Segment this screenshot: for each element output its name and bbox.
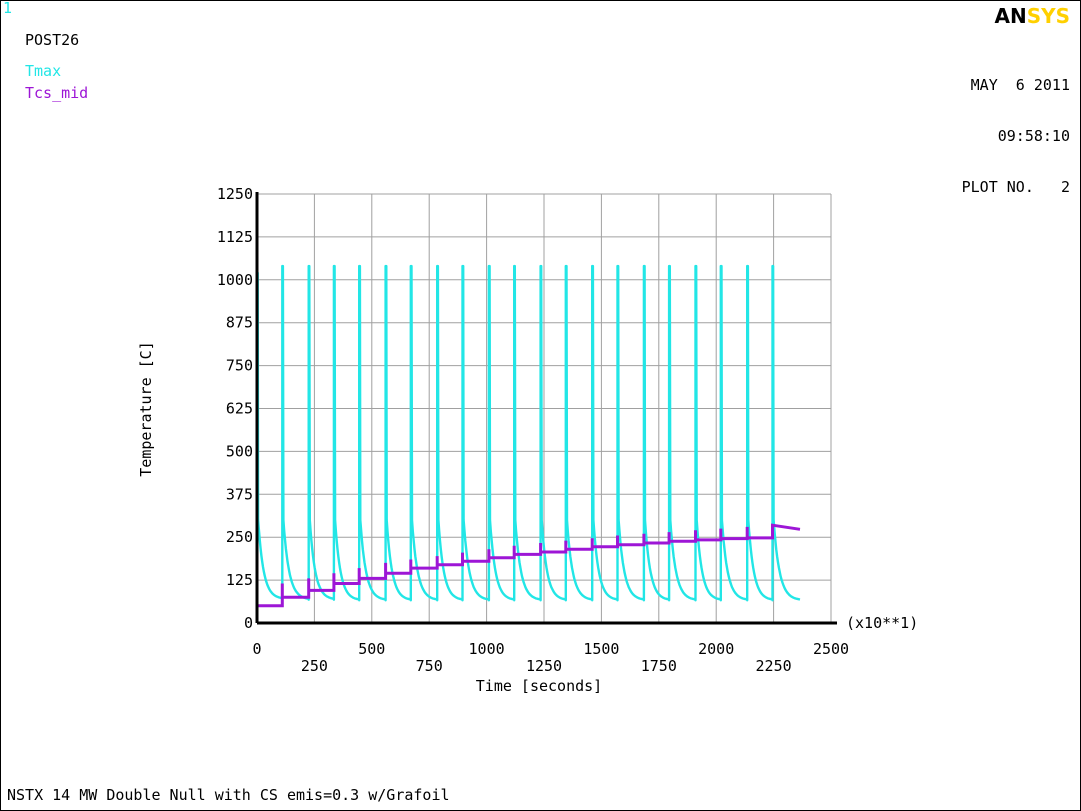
- x-tick-label: 2500: [813, 640, 849, 658]
- legend-entry-tmax: Tmax: [25, 62, 62, 80]
- x-tick-label: 0: [252, 640, 261, 658]
- x-tick-label: 500: [358, 640, 385, 658]
- ansys-logo: ANSYS: [994, 5, 1070, 27]
- plot-number: PLOT NO. 2: [961, 178, 1070, 196]
- series-tcs-mid: [255, 523, 801, 608]
- y-tick-label: 1000: [217, 271, 253, 289]
- plot-title: NSTX 14 MW Double Null with CS emis=0.3 …: [7, 786, 450, 804]
- x-tick-label: 1250: [526, 657, 562, 675]
- y-axis-label: Temperature [C]: [137, 341, 155, 476]
- post-processor-label: POST26: [25, 31, 80, 49]
- window-number: 1: [3, 0, 13, 17]
- legend-entry-tcs-mid: Tcs_mid: [25, 84, 89, 102]
- y-tick-label: 1250: [217, 185, 253, 203]
- y-tick-label: 375: [226, 485, 253, 503]
- x-tick-label: 2000: [698, 640, 734, 658]
- x-axis-multiplier: (x10**1): [846, 614, 918, 632]
- y-tick-label: 875: [226, 314, 253, 332]
- x-tick-label: 1750: [641, 657, 677, 675]
- logo-an-text: AN: [994, 4, 1027, 28]
- chart-axes: [255, 192, 837, 625]
- y-tick-label: 1125: [217, 228, 253, 246]
- x-tick-label: 1000: [469, 640, 505, 658]
- y-tick-label: 500: [226, 442, 253, 460]
- tmax-line: [255, 264, 801, 602]
- x-tick-label: 750: [416, 657, 443, 675]
- y-tick-label: 125: [226, 571, 253, 589]
- tick-labels: 0 125 250 375 500 625 750 875 1000 1125 1250 0 250 50…: [217, 185, 849, 675]
- y-tick-label: 250: [226, 528, 253, 546]
- logo-sys-text: SYS: [1026, 4, 1070, 28]
- y-tick-label: 625: [226, 400, 253, 418]
- x-tick-label: 2250: [756, 657, 792, 675]
- y-tick-label: 0: [244, 614, 253, 632]
- grid-lines: [257, 193, 832, 623]
- plot-time: 09:58:10: [997, 127, 1070, 145]
- x-tick-label: 1500: [583, 640, 619, 658]
- plot-info: MAY 6 2011 09:58:10 PLOT NO. 2: [962, 43, 1070, 230]
- y-tick-label: 750: [226, 357, 253, 375]
- tcs-mid-line: [255, 523, 801, 608]
- x-axis-label: Time [seconds]: [476, 677, 602, 695]
- x-tick-label: 250: [301, 657, 328, 675]
- series-tmax: [255, 264, 801, 602]
- plot-date: MAY 6 2011: [970, 76, 1070, 94]
